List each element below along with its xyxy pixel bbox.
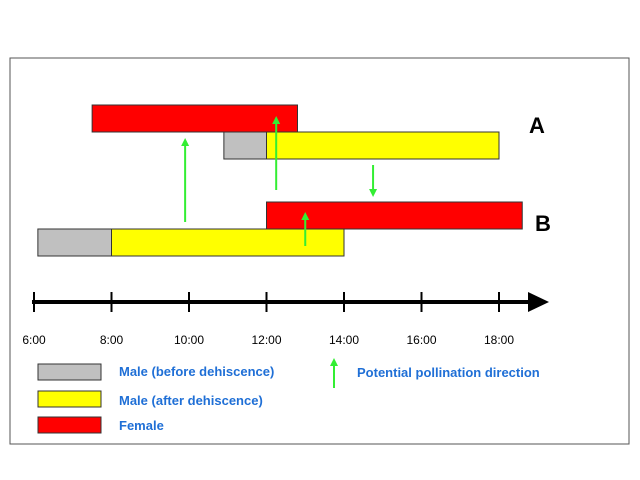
pollination-arrow xyxy=(181,138,190,222)
axis-tick-label: 10:00 xyxy=(174,333,204,347)
axis-arrowhead-icon xyxy=(528,292,549,312)
time-axis: 6:00 8:00 10:00 12:00 14:00 16:00 18:00 xyxy=(22,292,549,347)
legend-swatch-male-after xyxy=(37,390,102,408)
legend-label-female: Female xyxy=(119,418,164,433)
pollination-arrow xyxy=(301,212,310,246)
group-b-label: B xyxy=(535,211,551,236)
bar-b-female xyxy=(266,201,523,230)
legend-label-male-after: Male (after dehiscence) xyxy=(119,393,263,408)
axis-tick-label: 18:00 xyxy=(484,333,514,347)
legend-label-pollination: Potential pollination direction xyxy=(357,365,540,380)
bars-layer xyxy=(37,104,523,257)
pollination-arrow xyxy=(272,116,281,190)
pollination-arrow xyxy=(369,165,378,197)
bar-b-male-before xyxy=(37,228,112,257)
group-a-label: A xyxy=(529,113,545,138)
legend-pollination-arrow-icon xyxy=(330,358,338,388)
axis-tick-label: 14:00 xyxy=(329,333,359,347)
bar-a-male-after xyxy=(266,131,500,160)
legend-swatch-male-before xyxy=(37,363,102,381)
bar-a-female xyxy=(91,104,298,133)
bar-b-male-after xyxy=(111,228,345,257)
axis-tick-label: 16:00 xyxy=(406,333,436,347)
legend-label-male-before: Male (before dehiscence) xyxy=(119,364,274,379)
bar-a-male-before xyxy=(223,131,267,160)
axis-tick-label: 6:00 xyxy=(22,333,46,347)
pollination-arrows-layer xyxy=(181,116,378,246)
axis-tick-label: 12:00 xyxy=(251,333,281,347)
axis-tick-label: 8:00 xyxy=(100,333,124,347)
legend-swatch-female xyxy=(37,416,102,434)
